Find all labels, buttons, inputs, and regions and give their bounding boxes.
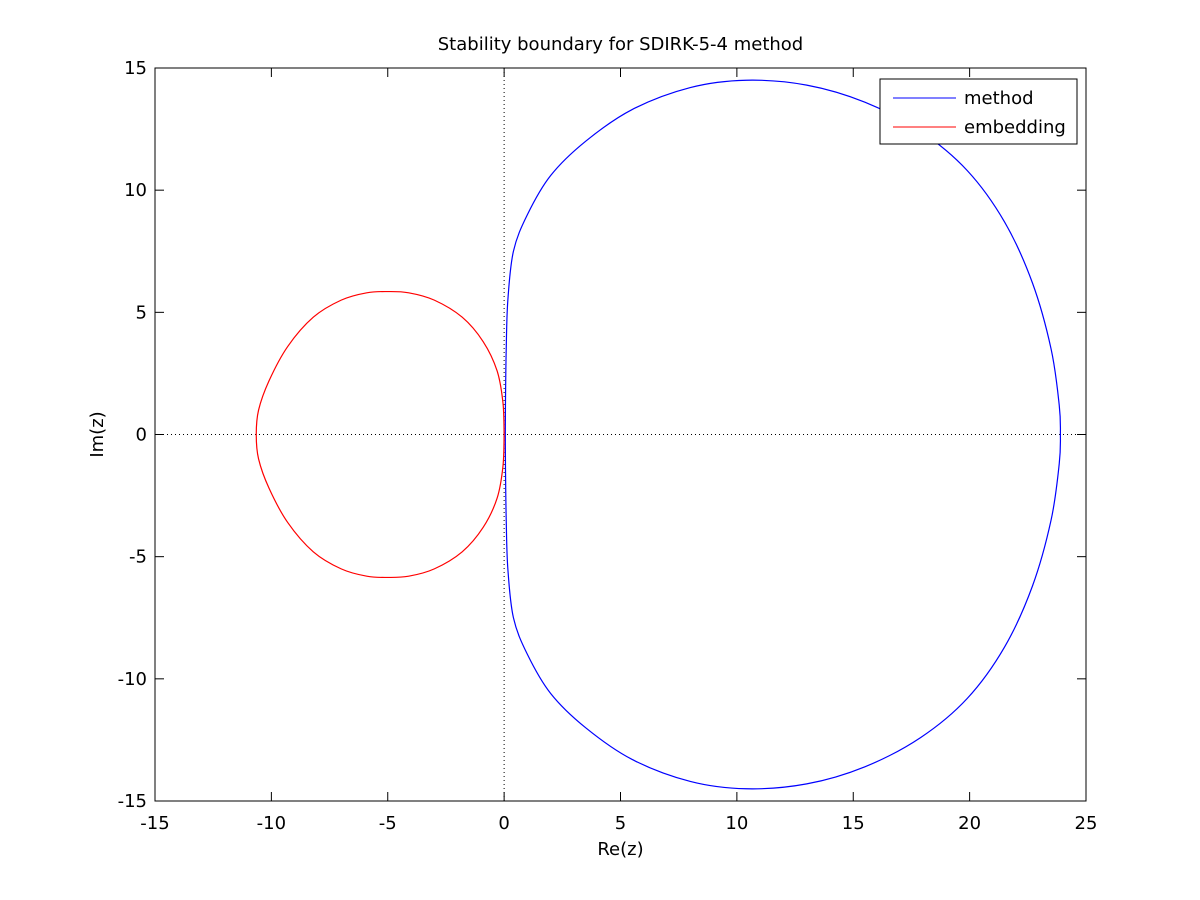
legend-label-method: method — [964, 88, 1034, 109]
x-tick-label: -10 — [257, 813, 286, 834]
x-tick-label: -15 — [140, 813, 169, 834]
x-tick-label: -5 — [379, 813, 397, 834]
legend-box — [879, 78, 1078, 145]
x-tick-label: 5 — [615, 813, 626, 834]
legend-label-embedding: embedding — [964, 117, 1066, 138]
x-tick-label: 25 — [1075, 813, 1098, 834]
y-tick-label: 10 — [124, 180, 147, 201]
y-tick-label: 5 — [136, 302, 147, 323]
series-layer — [255, 79, 1062, 790]
series-line-method — [504, 79, 1062, 790]
chart-title: Stability boundary for SDIRK-5-4 method — [438, 34, 803, 55]
series-line-embedding — [255, 290, 505, 579]
y-tick-label: -10 — [118, 669, 147, 690]
x-tick-label: 0 — [498, 813, 509, 834]
x-tick-label: 20 — [958, 813, 981, 834]
legend: method embedding — [879, 78, 1078, 145]
y-tick-label: -5 — [129, 547, 147, 568]
x-tick-label: 15 — [842, 813, 865, 834]
y-tick-label: -15 — [118, 791, 147, 812]
y-axis-label: Im(z) — [87, 411, 108, 457]
ticks-layer: -15 -10 -5 0 5 10 15 20 25 -15 -10 -5 0 5 10 15 — [118, 58, 1098, 834]
plot-area: -15 -10 -5 0 5 10 15 20 25 -15 -10 -5 0 5 10 15 — [118, 58, 1098, 834]
plot-background — [155, 68, 1086, 801]
x-axis-label: Re(z) — [597, 839, 643, 860]
y-tick-label: 0 — [136, 425, 147, 446]
x-tick-label: 10 — [725, 813, 748, 834]
y-tick-label: 15 — [124, 58, 147, 79]
